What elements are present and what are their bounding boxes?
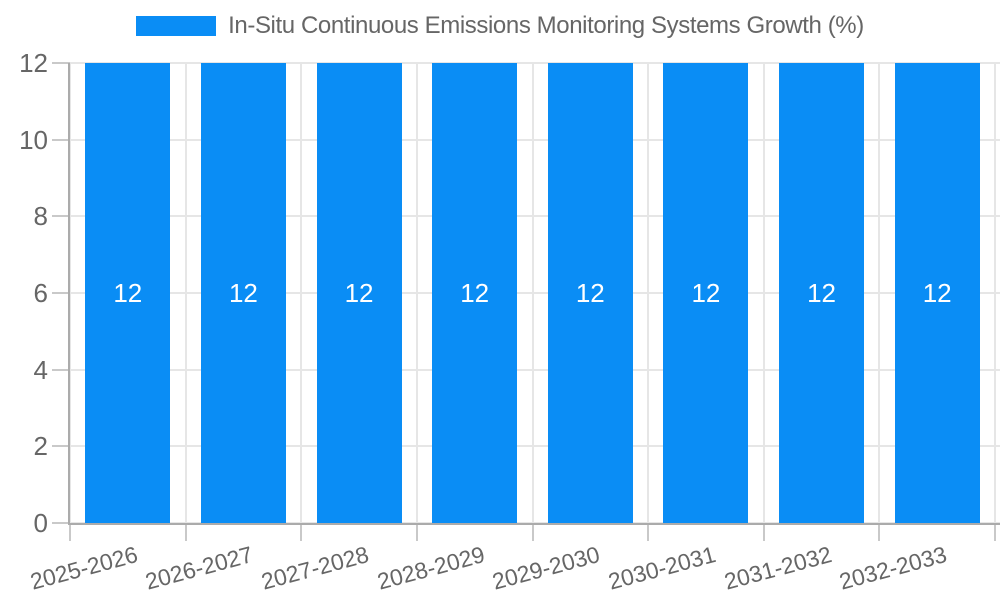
x-gridline [762,63,765,523]
y-gridline [70,368,1000,371]
y-tick-label: 12 [19,48,48,78]
y-gridline [70,215,1000,218]
x-tick-mark [415,523,418,541]
x-tick-label: 2026-2027 [142,541,256,595]
y-tick-label: 0 [33,508,48,538]
x-gridline [531,63,534,523]
y-tick-label: 8 [33,201,48,232]
x-gridline [994,63,996,523]
bar-value-label: 12 [344,278,374,308]
bar-value-label: 12 [460,278,490,308]
x-gridline [69,63,71,523]
x-tick-mark [531,523,534,541]
bar[interactable] [85,63,171,523]
x-tick-label: 2027-2028 [258,541,372,595]
bar-value-label: 12 [228,278,258,308]
bar[interactable] [663,63,749,523]
y-tick-mark [52,62,70,64]
y-gridline [70,62,1000,64]
y-tick-label: 2 [33,431,48,462]
x-tick-label: 2025-2026 [27,541,141,595]
legend-item[interactable]: In-Situ Continuous Emissions Monitoring … [0,12,1000,40]
x-gridline [300,63,303,523]
legend-swatch [136,16,217,36]
y-tick-label: 10 [19,124,48,155]
bar-value-label: 12 [113,278,143,308]
x-tick-mark [184,523,187,541]
x-gridline [878,63,881,523]
bar[interactable] [316,63,402,523]
x-tick-mark [762,523,765,541]
x-tick-label: 2028-2029 [374,541,488,595]
x-tick-label: 2030-2031 [605,541,719,595]
x-tick-label: 2032-2033 [836,541,950,595]
bar[interactable] [432,63,518,523]
x-gridline [647,63,650,523]
y-gridline [70,445,1000,448]
bar[interactable] [894,63,980,523]
x-gridline [415,63,418,523]
y-gridline [70,138,1000,141]
x-tick-mark [69,523,71,541]
bar-value-label: 12 [807,278,837,308]
y-tick-mark [52,368,70,371]
x-axis-line [68,523,1000,525]
bar-value-label: 12 [575,278,605,308]
x-tick-label: 2031-2032 [721,541,835,595]
x-tick-mark [647,523,650,541]
y-tick-label: 4 [33,354,48,385]
bar-value-label: 12 [691,278,721,308]
y-tick-mark [52,292,70,294]
y-gridline [70,292,1000,294]
y-axis-line [68,63,70,523]
x-tick-mark [300,523,303,541]
bar-value-label: 12 [922,278,952,308]
bar[interactable] [779,63,865,523]
x-tick-mark [878,523,881,541]
y-tick-mark [52,138,70,141]
y-tick-mark [52,215,70,218]
bar[interactable] [200,63,286,523]
y-tick-mark [52,522,70,524]
y-tick-mark [52,445,70,448]
x-tick-mark [994,523,996,541]
x-tick-label: 2029-2030 [489,541,603,595]
x-gridline [184,63,187,523]
y-tick-label: 6 [33,278,48,308]
bar[interactable] [547,63,633,523]
legend-label: In-Situ Continuous Emissions Monitoring … [228,12,864,39]
